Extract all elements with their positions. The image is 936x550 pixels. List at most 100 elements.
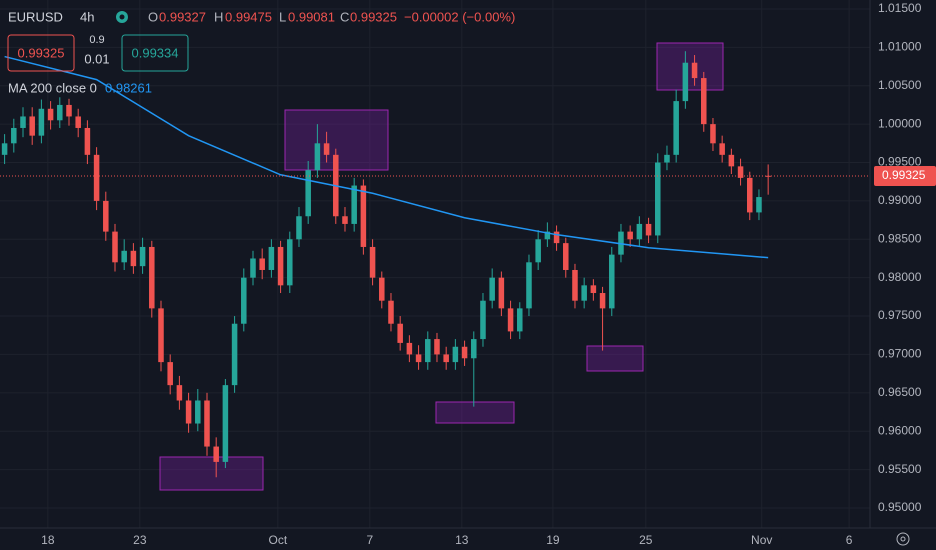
candle-body bbox=[112, 231, 118, 263]
candle-body bbox=[379, 277, 385, 301]
x-tick-label: 25 bbox=[639, 533, 653, 547]
y-tick-label: 1.01500 bbox=[878, 1, 922, 15]
legend: EURUSD 4h O 0.99327 H 0.99475 L 0.99081 … bbox=[7, 9, 515, 95]
candle-body bbox=[682, 62, 689, 102]
candle-body bbox=[84, 127, 91, 155]
candle-body bbox=[38, 108, 45, 136]
candle-body bbox=[139, 246, 146, 267]
ma-line bbox=[4, 55, 769, 259]
candle-body bbox=[691, 62, 698, 79]
candle-body bbox=[93, 154, 100, 201]
zone bbox=[586, 345, 644, 372]
y-tick-label: 0.96500 bbox=[878, 385, 922, 399]
candle-body bbox=[636, 223, 643, 240]
candle-body bbox=[388, 300, 394, 324]
candle-body bbox=[498, 277, 505, 309]
candle-body bbox=[728, 154, 735, 167]
candle-body bbox=[535, 239, 541, 263]
candle-body bbox=[342, 216, 348, 224]
candle-body bbox=[397, 323, 403, 343]
y-tick-label: 0.99500 bbox=[878, 155, 922, 169]
x-tick-label: 18 bbox=[41, 533, 55, 547]
candle-body bbox=[563, 243, 569, 270]
candle-body bbox=[664, 154, 670, 163]
candle-body bbox=[11, 127, 17, 144]
candle-body bbox=[57, 104, 63, 121]
zone bbox=[656, 42, 724, 91]
sell-price[interactable]: 0.99325 bbox=[18, 45, 65, 60]
y-tick-label: 0.95500 bbox=[878, 462, 922, 476]
status-icon bbox=[119, 14, 125, 20]
plot bbox=[0, 51, 870, 478]
candle-body bbox=[489, 277, 495, 301]
buy-price[interactable]: 0.99334 bbox=[132, 45, 179, 60]
candle-body bbox=[710, 124, 716, 144]
zone bbox=[435, 401, 515, 424]
settings-icon[interactable] bbox=[896, 532, 910, 546]
ohlc-value: 0.99475 bbox=[225, 9, 272, 24]
ohlc-label: L bbox=[279, 9, 286, 24]
candle-body bbox=[443, 354, 449, 363]
candle-body bbox=[167, 362, 173, 386]
ma-value: 0.98261 bbox=[105, 80, 152, 95]
ohlc-label: O bbox=[148, 9, 158, 24]
candle-body bbox=[75, 116, 81, 128]
y-tick-label: 1.00000 bbox=[878, 116, 922, 130]
ohlc-value: 0.99327 bbox=[159, 9, 206, 24]
x-tick-label: Oct bbox=[268, 533, 287, 547]
y-tick-label: 0.97000 bbox=[878, 347, 922, 361]
candle-body bbox=[103, 200, 109, 232]
y-tick-label: 0.99000 bbox=[878, 193, 922, 207]
candle-body bbox=[369, 246, 376, 278]
candle-body bbox=[425, 339, 431, 363]
candle-body bbox=[222, 385, 229, 462]
candle-body bbox=[185, 400, 192, 424]
candle-body bbox=[121, 250, 127, 263]
buy-button[interactable] bbox=[121, 34, 189, 72]
candle-body bbox=[47, 108, 54, 121]
candle-body bbox=[305, 170, 311, 217]
candle-body bbox=[471, 339, 477, 359]
candle-body bbox=[241, 277, 247, 324]
x-tick-label: 13 bbox=[455, 533, 469, 547]
candle-body bbox=[296, 216, 302, 240]
y-tick-label: 0.96000 bbox=[878, 423, 922, 437]
x-tick-label: 7 bbox=[366, 533, 373, 547]
candle-body bbox=[655, 162, 661, 236]
settings-icon[interactable] bbox=[900, 536, 906, 542]
x-tick-label: 6 bbox=[846, 533, 853, 547]
candle-body bbox=[158, 308, 164, 363]
y-tick-label: 1.00500 bbox=[878, 78, 922, 92]
candle-body bbox=[627, 231, 633, 240]
candle-body bbox=[719, 143, 725, 155]
settings-icon[interactable] bbox=[896, 532, 910, 546]
candle-body bbox=[452, 346, 459, 363]
candle-body bbox=[747, 177, 753, 213]
candle-body bbox=[195, 400, 201, 424]
symbol: EURUSD bbox=[8, 9, 63, 24]
candle-body bbox=[461, 346, 468, 359]
candle-body bbox=[29, 116, 35, 136]
x-tick-label: 19 bbox=[546, 533, 560, 547]
y-tick-label: 0.97500 bbox=[878, 308, 922, 322]
candle-body bbox=[599, 293, 606, 309]
candle-body bbox=[66, 104, 72, 117]
candle-body bbox=[517, 308, 523, 332]
ohlc-label: H bbox=[214, 9, 223, 24]
y-tick-label: 1.01000 bbox=[878, 40, 922, 54]
candle-body bbox=[323, 143, 330, 155]
candle-body bbox=[250, 258, 256, 278]
spread: 0.01 bbox=[84, 51, 109, 66]
candle-body bbox=[176, 385, 183, 401]
candle-body bbox=[20, 116, 26, 128]
ohlc-label: C bbox=[340, 9, 349, 24]
sell-button[interactable] bbox=[7, 34, 75, 72]
candle-body bbox=[1, 143, 8, 155]
y-tick-label: 0.98000 bbox=[878, 270, 922, 284]
candle-body bbox=[213, 446, 219, 462]
candle-body bbox=[287, 239, 293, 286]
candle-body bbox=[351, 185, 357, 224]
candle-body bbox=[231, 323, 238, 386]
candle-body bbox=[259, 258, 265, 270]
